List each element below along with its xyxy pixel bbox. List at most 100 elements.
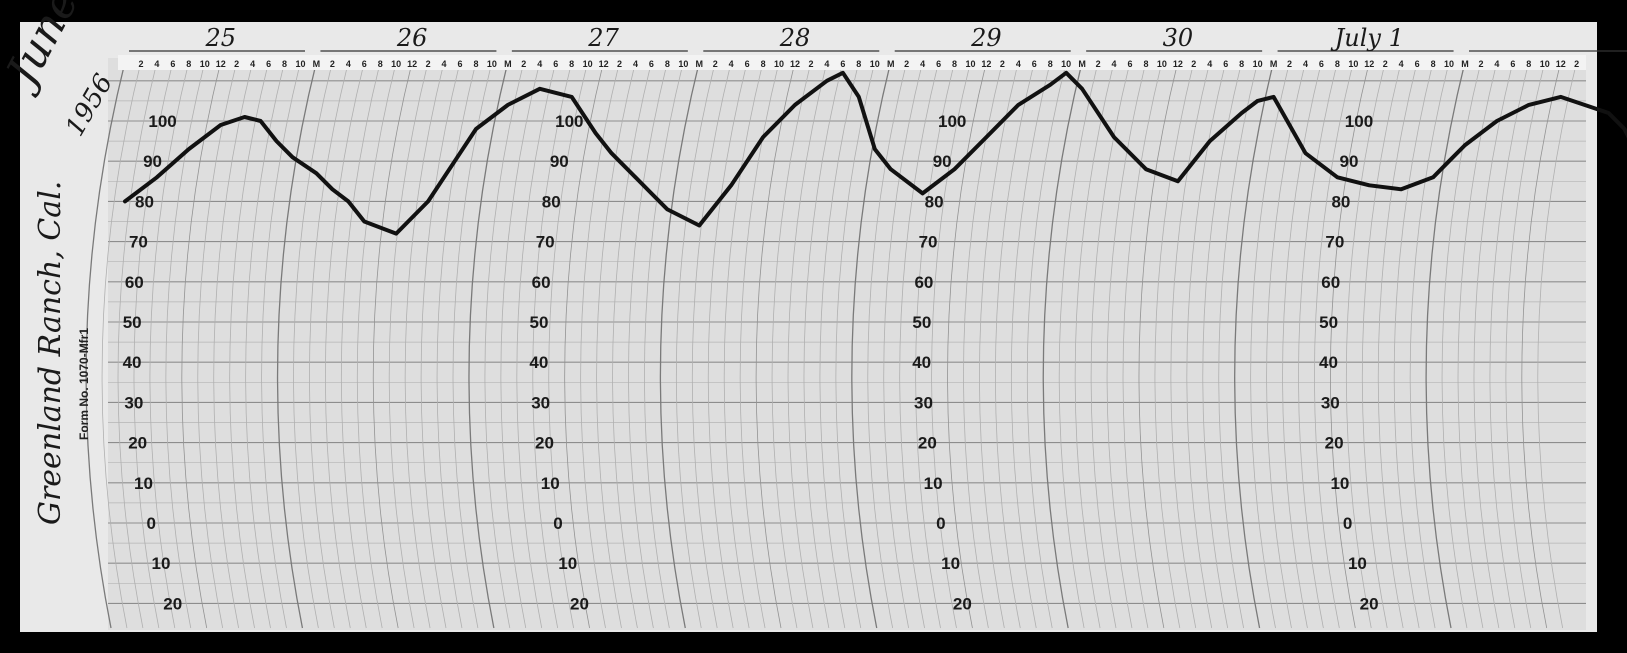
grid-arc	[325, 61, 365, 629]
scale-label: 0	[147, 514, 156, 533]
scale-label: 90	[550, 152, 569, 171]
trace-point	[1016, 103, 1020, 107]
grid-arc	[1314, 61, 1354, 629]
scale-label: 70	[129, 233, 148, 252]
trace-point	[474, 127, 478, 131]
scale-label: 10	[152, 554, 171, 573]
grid-arc	[707, 61, 748, 629]
scale-label: 90	[143, 152, 162, 171]
trace-point	[1399, 187, 1403, 191]
scale-label: 40	[529, 353, 548, 372]
hour-tick-label: 8	[473, 59, 478, 69]
hour-tick-label: 10	[774, 59, 784, 69]
scale-label: 10	[541, 474, 560, 493]
grid-arc	[1330, 61, 1370, 629]
hour-tick-label: 4	[920, 59, 925, 69]
hour-tick-label: 2	[808, 59, 813, 69]
hour-tick-label: 10	[1348, 59, 1358, 69]
hour-tick-label: 6	[936, 59, 941, 69]
hour-tick-label: 4	[1399, 59, 1404, 69]
hour-tick-label: 4	[824, 59, 829, 69]
trace-point	[219, 123, 223, 127]
scale-label: 50	[123, 313, 142, 332]
grid-arc	[1298, 61, 1338, 629]
grid-arc	[1106, 61, 1147, 629]
hour-tick-label: 4	[1303, 59, 1308, 69]
trace-point	[1256, 99, 1260, 103]
trace-point	[1463, 143, 1467, 147]
grid-arc	[628, 61, 668, 629]
scale-label: 60	[125, 273, 144, 292]
hour-tick-label: 12	[407, 59, 417, 69]
grid-arc	[883, 61, 924, 629]
station-label: Greenland Ranch, Cal.	[33, 181, 68, 525]
hour-tick-label: M	[1078, 59, 1086, 69]
hour-tick-band: 2 4 6 8 10 12 2 4 6 8 10 M 2 4 6 8 10 12 2 4 6 8 10 M 2 4 6 8 10 12 2 4…	[118, 55, 1586, 70]
grid-arc	[691, 61, 732, 629]
grid-arc	[867, 61, 908, 629]
trace-point	[258, 119, 263, 123]
trace-point	[761, 135, 765, 139]
hour-tick-label: 10	[1540, 59, 1550, 69]
scale-label: 90	[933, 152, 952, 171]
grid-arc	[1250, 61, 1290, 629]
hour-tick-label: 12	[790, 59, 800, 69]
grid-arc	[1266, 61, 1306, 629]
hour-tick-label: 2	[904, 59, 909, 69]
trace-point	[1559, 95, 1563, 99]
hour-tick-label: 4	[729, 59, 734, 69]
hour-tick-label: 8	[665, 59, 670, 69]
grid-arc	[835, 61, 876, 629]
trace-point	[1495, 119, 1499, 123]
grid-arc	[117, 61, 158, 629]
day-label: 29	[970, 24, 1002, 52]
hour-tick-label: 4	[1207, 59, 1212, 69]
trace-point	[1606, 111, 1611, 115]
trace-point	[1144, 167, 1148, 171]
day-label: 27	[587, 24, 619, 52]
grid-arc	[1393, 61, 1434, 629]
grid-arc	[1074, 61, 1115, 629]
trace-point	[458, 151, 462, 155]
scale-label: 0	[936, 514, 945, 533]
hour-tick-label: 10	[583, 59, 593, 69]
grid-arc	[484, 61, 525, 629]
trace-point	[243, 115, 247, 119]
hour-tick-label: 10	[965, 59, 975, 69]
hour-tick-label: 12	[216, 59, 226, 69]
trace-point	[793, 103, 797, 107]
scale-label: 60	[914, 273, 933, 292]
grid-arc	[165, 61, 206, 629]
hour-tick-label: 6	[1510, 59, 1515, 69]
grid-arc	[197, 61, 238, 629]
scale-label: 20	[1325, 434, 1344, 453]
hour-tick-label: 2	[1000, 59, 1005, 69]
grid-arc	[1282, 61, 1322, 629]
hour-tick-label: 8	[1431, 59, 1436, 69]
trace-point	[1176, 179, 1180, 183]
hour-tick-label: 2	[426, 59, 431, 69]
hour-tick-label: 6	[457, 59, 462, 69]
trace-point	[362, 219, 366, 224]
hour-tick-label: 6	[840, 59, 845, 69]
trace-point	[1622, 127, 1627, 131]
scale-label: 40	[1319, 353, 1338, 372]
grid-arc	[229, 61, 269, 629]
grid-arc	[213, 61, 254, 629]
trace-point	[873, 147, 877, 151]
hour-tick-label: 6	[1127, 59, 1132, 69]
hour-tick-label: 6	[649, 59, 654, 69]
grid-arc	[340, 61, 381, 629]
grid-arc	[468, 61, 509, 629]
grid-arc	[1409, 61, 1450, 629]
grid-arc	[1122, 61, 1163, 629]
day-label: 25	[204, 24, 236, 52]
grid-arc	[372, 61, 413, 629]
hour-tick-label: 2	[234, 59, 239, 69]
hour-tick-label: 8	[952, 59, 957, 69]
grid-arc	[420, 61, 461, 629]
trace-point	[889, 167, 893, 171]
scale-label: 100	[938, 112, 966, 131]
hour-tick-label: 4	[154, 59, 159, 69]
